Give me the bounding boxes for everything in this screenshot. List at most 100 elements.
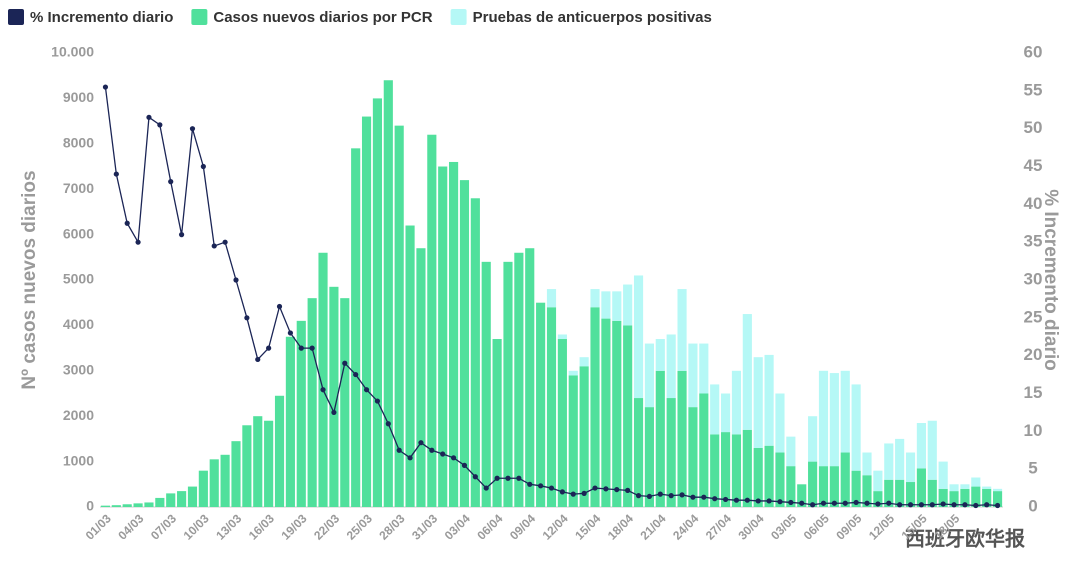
- line-point: [168, 179, 174, 185]
- line-point: [363, 387, 370, 393]
- line-point: [831, 500, 837, 506]
- line-point: [570, 491, 576, 497]
- x-tick-label: 09/04: [507, 511, 538, 542]
- bar: [742, 314, 752, 430]
- bar: [786, 436, 796, 467]
- bar: [557, 339, 567, 507]
- y2-tick-label: 50: [1024, 118, 1043, 137]
- line-point: [113, 171, 119, 177]
- bar: [905, 482, 916, 507]
- line-point: [625, 487, 631, 493]
- bar: [470, 198, 480, 507]
- bar: [982, 488, 992, 507]
- bar: [220, 454, 230, 507]
- x-tick-label: 10/03: [181, 511, 212, 542]
- bar: [155, 497, 165, 507]
- y2-axis-title: % Incremento diario: [1040, 189, 1061, 371]
- bar: [492, 339, 502, 507]
- x-tick-label: 06/05: [801, 511, 832, 542]
- x-tick-label: 12/05: [866, 511, 897, 542]
- bar: [971, 486, 981, 507]
- line-point: [712, 496, 718, 502]
- bar: [601, 318, 611, 507]
- bar: [960, 488, 970, 507]
- legend-label: % Incremento diario: [30, 9, 173, 26]
- line-point: [940, 501, 946, 507]
- bar: [122, 504, 132, 507]
- x-tick-label: 12/04: [540, 511, 571, 542]
- line-point: [810, 502, 816, 508]
- y-tick-label: 7000: [63, 180, 94, 196]
- bar: [655, 370, 665, 507]
- bar: [721, 432, 731, 507]
- bar: [416, 248, 426, 507]
- bar: [438, 166, 448, 507]
- y-tick-label: 4000: [63, 316, 94, 332]
- x-tick-label: 21/04: [638, 511, 669, 542]
- bar: [296, 320, 306, 507]
- bar: [938, 488, 948, 507]
- x-tick-label: 03/05: [768, 511, 799, 542]
- bar: [144, 502, 154, 507]
- bar: [546, 307, 557, 507]
- bar: [557, 334, 567, 340]
- x-tick-label: 18/04: [605, 511, 636, 542]
- bar: [916, 423, 926, 469]
- line-point: [385, 421, 391, 427]
- y2-tick-label: 45: [1024, 156, 1043, 175]
- bar: [895, 438, 905, 480]
- bar: [372, 98, 382, 508]
- line-point: [907, 502, 914, 508]
- x-tick-label: 30/04: [735, 511, 766, 542]
- line-point: [200, 163, 206, 170]
- bar: [264, 420, 274, 507]
- y2-tick-label: 55: [1024, 80, 1043, 99]
- legend-swatch: [8, 9, 24, 25]
- bar: [851, 384, 861, 471]
- x-tick-label: 16/03: [246, 511, 277, 542]
- bar: [808, 461, 818, 507]
- bar: [579, 366, 589, 507]
- y2-tick-label: 60: [1024, 42, 1043, 61]
- y2-tick-label: 35: [1024, 232, 1043, 251]
- line-point: [102, 84, 109, 90]
- line-point: [918, 502, 925, 508]
- y2-tick-label: 30: [1024, 269, 1043, 288]
- legend: % Incremento diario Casos nuevos diarios …: [8, 9, 712, 26]
- bar: [579, 357, 589, 367]
- bar: [666, 398, 676, 507]
- line-point: [472, 474, 478, 480]
- x-tick-label: 31/03: [409, 511, 440, 542]
- line-point: [886, 500, 892, 506]
- bar: [753, 447, 763, 507]
- bar: [949, 491, 959, 507]
- bar: [753, 357, 763, 448]
- line-point: [984, 502, 990, 508]
- bar: [514, 252, 524, 507]
- bar: [699, 343, 709, 394]
- line-point: [298, 345, 304, 351]
- bar: [644, 407, 654, 507]
- bar: [133, 503, 143, 507]
- line-point: [483, 485, 489, 491]
- line-point: [309, 345, 315, 351]
- bar: [775, 452, 785, 507]
- line-point: [864, 500, 870, 506]
- line-point: [962, 502, 968, 508]
- bar: [840, 452, 850, 507]
- bar: [818, 466, 829, 507]
- bar: [318, 252, 328, 507]
- line-point: [222, 239, 228, 245]
- x-tick-label: 28/03: [376, 511, 407, 542]
- bar: [568, 370, 578, 376]
- bar: [253, 416, 263, 507]
- bar: [764, 445, 774, 507]
- line-point: [527, 481, 533, 487]
- line-point: [733, 497, 740, 503]
- x-tick-label: 04/03: [115, 511, 146, 542]
- line-point: [374, 398, 381, 404]
- bar: [818, 370, 829, 467]
- bar: [916, 468, 926, 507]
- x-tick-label: 25/03: [344, 511, 375, 542]
- bar: [623, 325, 633, 507]
